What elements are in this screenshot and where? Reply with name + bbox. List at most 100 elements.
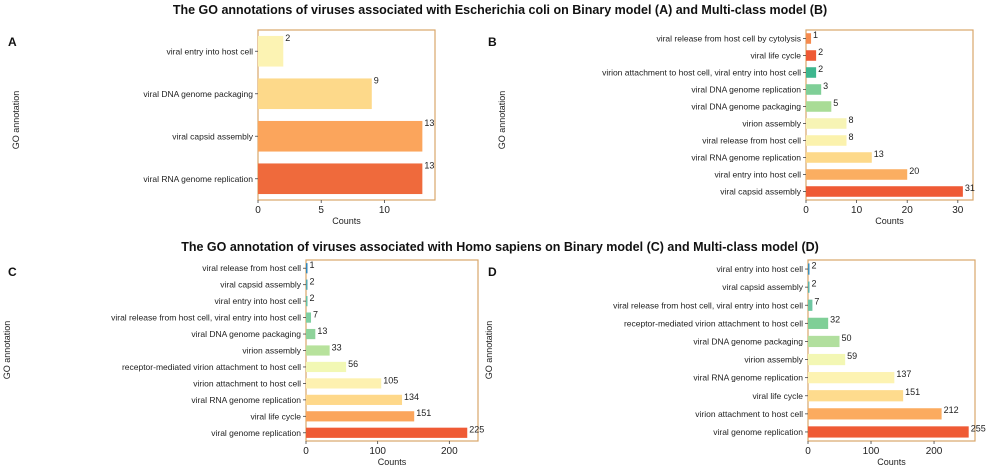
category-label-c-4: viral release from host cell, viral entr…	[111, 313, 301, 323]
bar-d-6	[808, 353, 846, 366]
bar-b-3	[806, 67, 817, 78]
category-label-c-6: virion assembly	[242, 346, 301, 356]
category-label-d-4: receptor-mediated virion attachment to h…	[624, 318, 803, 328]
value-label-d-2: 2	[812, 279, 817, 289]
panel-letter-d: D	[488, 265, 497, 279]
bar-c-6	[306, 345, 330, 356]
x-tick-label-a-3: 10	[379, 205, 391, 216]
value-label-c-7: 56	[348, 359, 358, 369]
value-label-d-10: 255	[971, 423, 986, 433]
plot-frame-d	[807, 259, 976, 442]
category-label-b-6: virion assembly	[742, 119, 801, 129]
category-label-d-5: viral DNA genome packaging	[693, 336, 803, 346]
bar-a-4	[258, 163, 423, 195]
category-label-b-5: viral DNA genome packaging	[691, 102, 801, 112]
chart-title-bottom: The GO annotation of viruses associated …	[181, 240, 819, 254]
category-label-c-2: viral capsid assembly	[220, 280, 302, 290]
value-label-c-1: 1	[310, 260, 315, 270]
x-tick-label-d-3: 200	[926, 446, 943, 457]
bar-b-2	[806, 50, 817, 61]
plot-frame-b	[805, 29, 974, 201]
bar-b-9	[806, 169, 908, 180]
value-label-a-4: 13	[424, 160, 434, 170]
bar-d-9	[808, 408, 942, 420]
plot-frame-a	[257, 29, 436, 201]
bar-c-5	[306, 328, 316, 340]
bar-c-10	[306, 411, 415, 422]
category-label-d-3: viral release from host cell, viral entr…	[613, 300, 803, 310]
value-label-d-1: 2	[812, 260, 817, 270]
bar-d-3	[808, 299, 813, 311]
bar-a-2	[258, 78, 372, 110]
bar-b-7	[806, 135, 847, 146]
value-label-b-10: 31	[965, 183, 975, 193]
category-label-b-8: viral RNA genome replication	[691, 153, 801, 163]
x-tick-label-b-3: 20	[902, 205, 914, 216]
y-axis-label-c: GO annotation	[2, 321, 12, 380]
x-tick-label-d-2: 100	[863, 446, 880, 457]
value-label-a-2: 9	[374, 75, 379, 85]
bar-d-2	[808, 281, 810, 293]
value-label-b-4: 3	[823, 81, 828, 91]
value-label-b-3: 2	[818, 64, 823, 74]
bar-d-5	[808, 335, 840, 348]
chart-title-top: The GO annotations of viruses associated…	[172, 3, 828, 17]
category-label-c-5: viral DNA genome packaging	[191, 329, 301, 339]
x-tick-label-c-1: 0	[303, 446, 309, 457]
category-label-c-11: viral genome replication	[211, 428, 301, 438]
category-label-c-10: viral life cycle	[250, 411, 301, 421]
category-label-d-8: viral life cycle	[752, 391, 803, 401]
category-label-c-8: virion attachment to host cell	[193, 378, 301, 388]
bar-d-7	[808, 372, 895, 384]
category-label-b-1: viral release from host cell by cytolysi…	[656, 34, 801, 44]
value-label-c-11: 225	[469, 425, 484, 435]
category-label-b-4: viral DNA genome replication	[691, 85, 801, 95]
category-label-c-1: viral release from host cell	[202, 263, 301, 273]
x-tick-label-a-1: 0	[255, 205, 261, 216]
panel-letter-b: B	[488, 35, 497, 49]
bar-b-1	[806, 33, 812, 44]
value-label-c-5: 13	[317, 326, 327, 336]
y-axis-label-d: GO annotation	[484, 321, 494, 380]
x-tick-label-d-1: 0	[805, 446, 811, 457]
bar-c-1	[306, 263, 308, 274]
category-label-d-7: viral RNA genome replication	[693, 373, 803, 383]
bar-b-4	[806, 84, 822, 95]
value-label-b-8: 13	[874, 149, 884, 159]
bar-b-6	[806, 118, 847, 129]
bar-c-7	[306, 361, 347, 373]
value-label-c-9: 134	[404, 392, 419, 402]
bar-c-4	[306, 312, 312, 323]
x-tick-label-c-2: 100	[369, 446, 386, 457]
category-label-c-9: viral RNA genome replication	[191, 395, 301, 405]
category-label-a-3: viral capsid assembly	[172, 131, 254, 141]
bar-d-1	[808, 263, 810, 275]
category-label-d-10: viral genome replication	[713, 427, 803, 437]
category-label-b-7: viral release from host cell	[702, 136, 801, 146]
bar-b-5	[806, 101, 832, 112]
value-label-a-3: 13	[424, 118, 434, 128]
bar-d-8	[808, 390, 904, 402]
x-axis-label-c: Counts	[378, 457, 407, 467]
value-label-c-4: 7	[313, 309, 318, 319]
bar-c-2	[306, 279, 308, 290]
category-label-b-10: viral capsid assembly	[720, 187, 802, 197]
value-label-d-3: 7	[814, 297, 819, 307]
value-label-c-10: 151	[416, 408, 431, 418]
category-label-d-2: viral capsid assembly	[722, 282, 804, 292]
panel-letter-c: C	[8, 265, 17, 279]
category-label-b-2: viral life cycle	[750, 51, 801, 61]
category-label-a-2: viral DNA genome packaging	[143, 89, 253, 99]
value-label-b-7: 8	[848, 132, 853, 142]
bar-c-3	[306, 296, 308, 307]
bar-c-8	[306, 378, 382, 389]
category-label-b-9: viral entry into host cell	[715, 170, 802, 180]
value-label-b-5: 5	[833, 98, 838, 108]
category-label-d-9: virion attachment to host cell	[695, 409, 803, 419]
bar-a-3	[258, 120, 423, 152]
x-tick-label-a-2: 5	[318, 205, 324, 216]
category-label-a-4: viral RNA genome replication	[143, 174, 253, 184]
